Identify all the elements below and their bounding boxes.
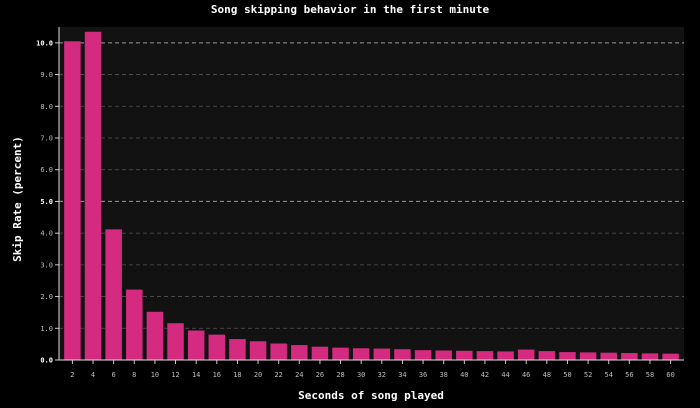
chart-title: Song skipping behavior in the first minu…	[211, 3, 490, 16]
x-tick-label: 44	[501, 371, 509, 379]
x-tick-label: 40	[460, 371, 468, 379]
bar	[146, 311, 164, 360]
y-axis-label: Skip Rate (percent)	[11, 136, 24, 262]
bar	[229, 339, 246, 360]
x-tick-label: 30	[357, 371, 365, 379]
bar	[84, 31, 102, 361]
x-axis-label: Seconds of song played	[298, 389, 444, 402]
y-tick-label: 4.0	[40, 230, 53, 238]
y-tick-label: 9.0	[40, 71, 53, 79]
x-tick-label: 60	[666, 371, 674, 379]
x-tick-label: 20	[254, 371, 262, 379]
x-tick-label: 14	[192, 371, 200, 379]
x-tick-label: 6	[112, 371, 116, 379]
bar	[600, 352, 617, 360]
bar	[126, 289, 143, 360]
bar	[187, 330, 205, 360]
bar	[270, 343, 287, 360]
bar	[497, 351, 514, 360]
bar	[435, 350, 452, 360]
x-tick-label: 34	[398, 371, 406, 379]
x-tick-label: 58	[646, 371, 654, 379]
x-tick-label: 38	[439, 371, 447, 379]
x-tick-label: 12	[171, 371, 179, 379]
x-tick-label: 10	[151, 371, 159, 379]
bar	[373, 348, 391, 360]
x-tick-label: 42	[481, 371, 489, 379]
x-tick-label: 22	[274, 371, 282, 379]
bar	[517, 349, 535, 360]
bar	[105, 229, 122, 360]
bar	[476, 351, 494, 360]
plot-background	[59, 27, 684, 360]
bar	[414, 350, 432, 360]
x-tick-label: 50	[563, 371, 571, 379]
y-tick-label: 3.0	[40, 261, 53, 269]
bar	[167, 323, 184, 360]
bar	[249, 341, 267, 360]
x-tick-label: 48	[543, 371, 551, 379]
bar	[579, 352, 597, 360]
x-tick-label: 54	[604, 371, 612, 379]
y-tick-label: 8.0	[40, 103, 53, 111]
bar	[208, 334, 226, 360]
bar	[641, 353, 659, 360]
x-tick-label: 2	[70, 371, 74, 379]
bar	[311, 346, 329, 360]
x-tick-label: 18	[233, 371, 241, 379]
bar	[662, 353, 679, 360]
x-tick-label: 32	[378, 371, 386, 379]
x-tick-label: 16	[213, 371, 221, 379]
y-tick-label: 7.0	[40, 135, 53, 143]
x-tick-label: 4	[91, 371, 95, 379]
x-tick-label: 24	[295, 371, 303, 379]
x-tick-label: 26	[316, 371, 324, 379]
bar	[291, 345, 308, 360]
y-tick-label: 0.0	[40, 357, 53, 365]
bar	[621, 353, 638, 360]
x-tick-label: 46	[522, 371, 530, 379]
x-tick-label: 8	[132, 371, 136, 379]
x-tick-label: 36	[419, 371, 427, 379]
bar	[456, 350, 473, 360]
bar	[394, 349, 411, 360]
plot-area: 0.01.02.03.04.05.06.07.08.09.010.02 4 6 8 10…	[36, 27, 684, 379]
x-tick-label: 56	[625, 371, 633, 379]
y-tick-label: 10.0	[36, 39, 53, 47]
x-tick-label: 52	[584, 371, 592, 379]
y-tick-label: 6.0	[40, 166, 53, 174]
y-tick-label: 5.0	[40, 198, 53, 206]
bar	[332, 347, 349, 360]
x-tick-label: 28	[336, 371, 344, 379]
y-tick-label: 1.0	[40, 325, 53, 333]
bar	[352, 348, 370, 360]
y-tick-label: 2.0	[40, 293, 53, 301]
bar	[538, 351, 556, 360]
bar	[64, 41, 81, 361]
bar	[559, 352, 576, 360]
